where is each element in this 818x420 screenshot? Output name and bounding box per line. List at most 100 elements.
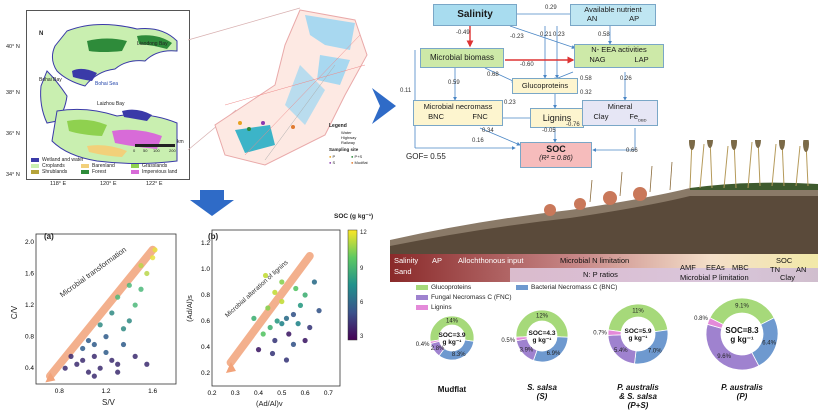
- y-tick-label: 1.2: [25, 302, 34, 309]
- donut-slice-label: 11%: [632, 309, 644, 315]
- y-tick-label: 0.4: [25, 365, 34, 372]
- site-s: ● S: [329, 160, 336, 165]
- scale-unit: km: [177, 139, 184, 145]
- inset-legend: Legend Water Highway Railway Sampling si…: [329, 123, 373, 171]
- scatter-point: [283, 357, 290, 363]
- trend-arrowhead: [225, 362, 236, 373]
- study-area-map: Legend Water Highway Railway Sampling si…: [205, 5, 373, 175]
- gradient-clay: Clay: [780, 273, 796, 282]
- scatter-point: [85, 369, 92, 375]
- donut-center-label: SOC=4.3: [529, 330, 556, 337]
- colorbar-tick: 6: [360, 300, 364, 306]
- coef: 0.21: [540, 32, 552, 38]
- legend-glucoproteins: Glucoproteins: [416, 284, 471, 291]
- coef: -0.76: [566, 122, 580, 128]
- gradient-microbial-n-limitation: Microbial N limitation: [560, 256, 630, 265]
- coef: 0.11: [400, 88, 412, 94]
- donut-title: (P+S): [628, 401, 649, 410]
- donut-slice-label: 12%: [536, 314, 549, 320]
- donut-svg: 14%8.3%2.8%0.4%SOC=3.9g kg⁻¹Mudflat12%6.…: [416, 297, 779, 410]
- scatter-point: [283, 315, 290, 321]
- gradient-ap: AP: [432, 256, 443, 265]
- scatter-point: [279, 298, 285, 305]
- y-tick-label: 1.2: [201, 240, 210, 247]
- coef: 0.58: [580, 76, 592, 82]
- donut-slice: [607, 329, 622, 336]
- map-svg: [27, 11, 189, 179]
- legend-bnc: Bacterial Necromass C (BNC): [516, 284, 617, 291]
- donut-slice-label: 8.3%: [452, 352, 466, 358]
- scatter-point: [85, 337, 92, 344]
- scatter-point: [251, 315, 257, 321]
- donut-center-label: g kg⁻¹: [629, 335, 648, 342]
- node-salinity: Salinity: [433, 4, 517, 26]
- y-tick-label: 1.0: [201, 266, 210, 273]
- coef: 0.58: [598, 32, 610, 38]
- legend-grasslands: Grasslands: [131, 163, 167, 169]
- scatter-point: [302, 292, 308, 298]
- coef: -0.23: [510, 34, 524, 40]
- x-tick-label: 0.3: [231, 390, 240, 397]
- scatter-point: [115, 294, 121, 300]
- x-tick-label: 0.4: [254, 390, 263, 397]
- node-microbial-necromass: Microbial necromass BNC FNC: [413, 100, 503, 126]
- coef: -0.49: [456, 30, 470, 36]
- lat-label: 36° N: [6, 131, 20, 137]
- scatter-point: [138, 262, 144, 269]
- legend-lignins: Lignins: [416, 304, 452, 311]
- scatter-point: [274, 318, 280, 324]
- scatter-point: [138, 286, 144, 292]
- trend-arrow: [226, 252, 314, 367]
- scatter-b-ylabel: (Ad/Al)s: [184, 295, 194, 322]
- scatter-point: [68, 353, 74, 359]
- colorbar: [347, 229, 358, 341]
- colorbar-tick: 3: [360, 334, 364, 340]
- scatter-point: [255, 347, 262, 353]
- donut-center-label: SOC=3.9: [439, 332, 466, 339]
- gradient-an: AN: [796, 265, 807, 274]
- node-microbial-biomass: Microbial biomass: [420, 48, 504, 68]
- scatter-point: [290, 341, 297, 347]
- gradient-eeas: EEAs: [706, 263, 725, 272]
- donut-title: Mudflat: [438, 385, 467, 394]
- scatter-a-xlabel: S/V: [102, 398, 115, 407]
- y-tick-label: 0.6: [201, 318, 210, 325]
- donut-legend: Glucoproteins Bacterial Necromass C (BNC…: [416, 284, 666, 316]
- donut-slice-label: 6.4%: [762, 341, 776, 347]
- coef: -0.60: [520, 62, 534, 68]
- scatter-point: [307, 324, 313, 331]
- down-arrow-icon: [190, 190, 234, 216]
- site-ps: ● P+S: [351, 154, 363, 159]
- trend-arrowhead: [45, 372, 56, 383]
- gradient-mbc: MBC: [732, 263, 749, 272]
- scatter-point: [120, 326, 127, 332]
- node-glucoproteins: Glucoproteins: [512, 78, 578, 94]
- scatter-point: [302, 337, 308, 344]
- coef: 0.26: [620, 76, 632, 82]
- x-tick-label: 0.8: [55, 388, 64, 395]
- scatter-b-xlabel: (Ad/Al)v: [256, 399, 283, 408]
- scatter-b-svg: 0.2 0.3 0.4 0.5 0.6 0.7 0.2 0.4 0.6 0.8 1.0 1.2: [201, 229, 358, 397]
- donut-slice-label: 6.9%: [547, 351, 561, 357]
- scatter-point: [126, 318, 132, 324]
- donut-center-label: g kg⁻¹: [443, 339, 462, 346]
- trend-arrow: [46, 245, 157, 381]
- y-tick-label: 0.8: [201, 292, 210, 299]
- x-tick-label: 0.7: [324, 390, 333, 397]
- gof-label: GOF= 0.55: [406, 152, 446, 161]
- site-p: ● P: [329, 154, 336, 159]
- region-map: N Liaodong Bay Bohai Bay Bohai Sea Laizh…: [26, 10, 190, 180]
- gradient-amf: AMF: [680, 263, 696, 272]
- coef: 0.16: [472, 138, 484, 144]
- lat-label: 34° N: [6, 172, 20, 178]
- donut-title: P. australis: [721, 383, 763, 392]
- x-tick-label: 1.6: [148, 388, 157, 395]
- scatter-b: 0.2 0.3 0.4 0.5 0.6 0.7 0.2 0.4 0.6 0.8 1.0 1.2 (b)…: [184, 212, 374, 412]
- right-arrow-icon: [372, 88, 396, 124]
- x-tick-label: 0.6: [301, 390, 310, 397]
- scatter-a-ylabel: C/V: [10, 305, 20, 320]
- nutrient-gradient: [510, 268, 818, 282]
- inset-svg: [214, 9, 368, 166]
- coef: 0.68: [487, 72, 499, 78]
- scatter-point: [80, 357, 86, 363]
